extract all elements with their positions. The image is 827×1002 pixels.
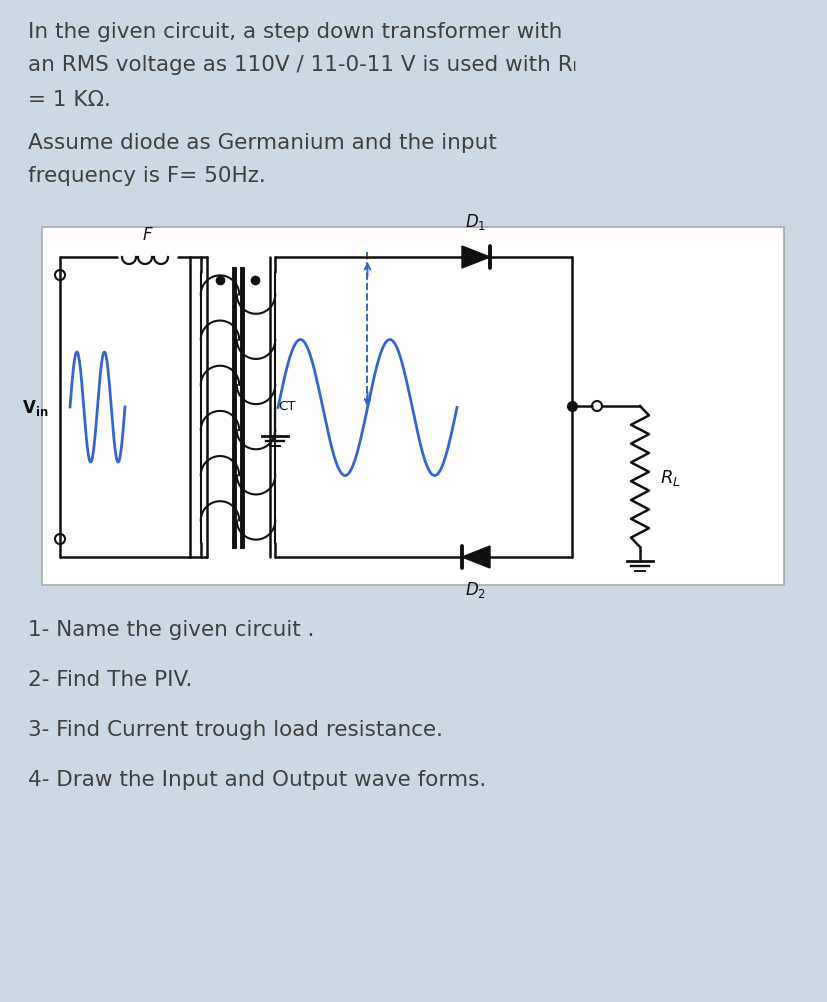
Text: frequency is F= 50Hz.: frequency is F= 50Hz. [28,166,265,185]
Text: an RMS voltage as 110V / 11-0-11 V is used with Rₗ: an RMS voltage as 110V / 11-0-11 V is us… [28,55,576,75]
Bar [42,227,783,585]
Text: 4- Draw the Input and Output wave forms.: 4- Draw the Input and Output wave forms. [28,770,485,790]
Text: CT: CT [278,400,295,413]
Polygon shape [461,546,490,568]
Polygon shape [461,246,490,269]
Text: $D_1$: $D_1$ [465,211,486,231]
Text: 1- Name the given circuit .: 1- Name the given circuit . [28,619,314,639]
Text: = 1 KΩ.: = 1 KΩ. [28,90,111,110]
Text: F: F [142,225,151,243]
Text: 3- Find Current trough load resistance.: 3- Find Current trough load resistance. [28,719,442,739]
Text: $\mathbf{V_{in}}$: $\mathbf{V_{in}}$ [22,398,48,418]
Text: In the given circuit, a step down transformer with: In the given circuit, a step down transf… [28,22,562,42]
Text: Assume diode as Germanium and the input: Assume diode as Germanium and the input [28,133,496,153]
Text: 2- Find The PIV.: 2- Find The PIV. [28,669,192,689]
Text: $R_L$: $R_L$ [659,467,680,487]
Text: $D_2$: $D_2$ [465,579,486,599]
